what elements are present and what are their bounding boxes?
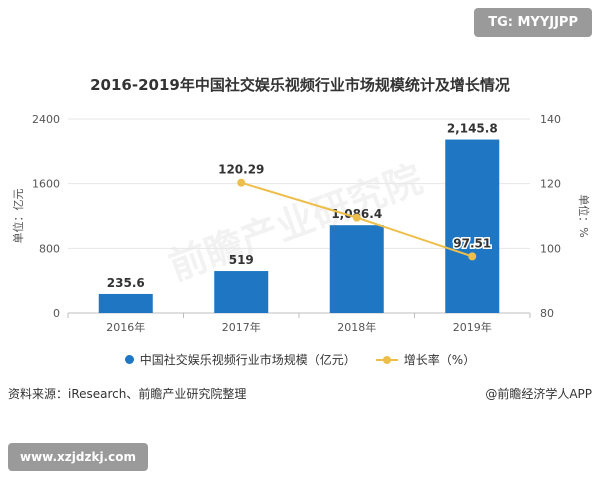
chart-legend: 中国社交娱乐视频行业市场规模（亿元） 增长率（%） — [0, 351, 600, 368]
y-left-tick-label: 800 — [39, 242, 60, 255]
y-left-tick-label: 0 — [53, 307, 60, 320]
legend-item-line: 增长率（%） — [375, 351, 476, 368]
legend-bar-label: 中国社交娱乐视频行业市场规模（亿元） — [139, 353, 356, 367]
y-right-tick-label: 100 — [540, 242, 561, 255]
url-badge: www.xzjdzkj.com — [8, 443, 148, 471]
bar-data-label: 519 — [229, 253, 254, 267]
bar — [214, 271, 269, 313]
growth-point — [237, 178, 246, 187]
legend-line-label: 增长率（%） — [403, 353, 476, 367]
y-right-tick-label: 80 — [540, 307, 554, 320]
y-right-tick-label: 120 — [540, 178, 561, 191]
chart-title: 2016-2019年中国社交娱乐视频行业市场规模统计及增长情况 — [90, 76, 510, 94]
y-left-axis-title: 单位：亿元 — [11, 189, 25, 244]
tg-badge: TG: MYYJJPP — [474, 8, 592, 37]
source-note: 资料来源：iResearch、前瞻产业研究院整理 — [8, 387, 247, 401]
watermark-text: 前瞻产业研究院 — [163, 157, 428, 289]
y-left-tick-label: 1600 — [32, 178, 60, 191]
y-right-axis-title: 单位：% — [577, 194, 591, 237]
growth-data-label: 97.51 — [453, 236, 491, 250]
legend-line-swatch — [375, 355, 398, 364]
x-tick-label: 2019年 — [453, 320, 492, 334]
growth-data-label: 120.29 — [218, 163, 264, 177]
bar — [98, 293, 153, 313]
y-right-tick-label: 140 — [540, 113, 561, 126]
legend-bar-swatch — [124, 355, 134, 364]
y-left-tick-label: 2400 — [32, 113, 60, 126]
growth-point — [352, 213, 361, 222]
bar — [329, 225, 384, 313]
bar-data-label: 2,145.8 — [447, 122, 498, 136]
legend-item-bar: 中国社交娱乐视频行业市场规模（亿元） — [124, 351, 356, 368]
growth-point — [468, 252, 477, 261]
x-tick-label: 2017年 — [222, 320, 261, 334]
x-tick-label: 2018年 — [337, 320, 376, 334]
x-tick-label: 2016年 — [106, 320, 145, 334]
bar-data-label: 235.6 — [107, 276, 145, 290]
bar — [445, 139, 500, 313]
brand-credit: @前瞻经济学人APP — [485, 387, 592, 401]
